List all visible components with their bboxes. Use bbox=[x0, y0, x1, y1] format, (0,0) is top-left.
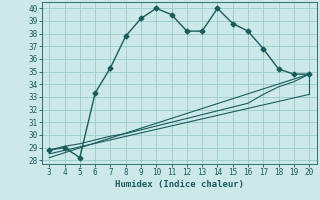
X-axis label: Humidex (Indice chaleur): Humidex (Indice chaleur) bbox=[115, 180, 244, 189]
